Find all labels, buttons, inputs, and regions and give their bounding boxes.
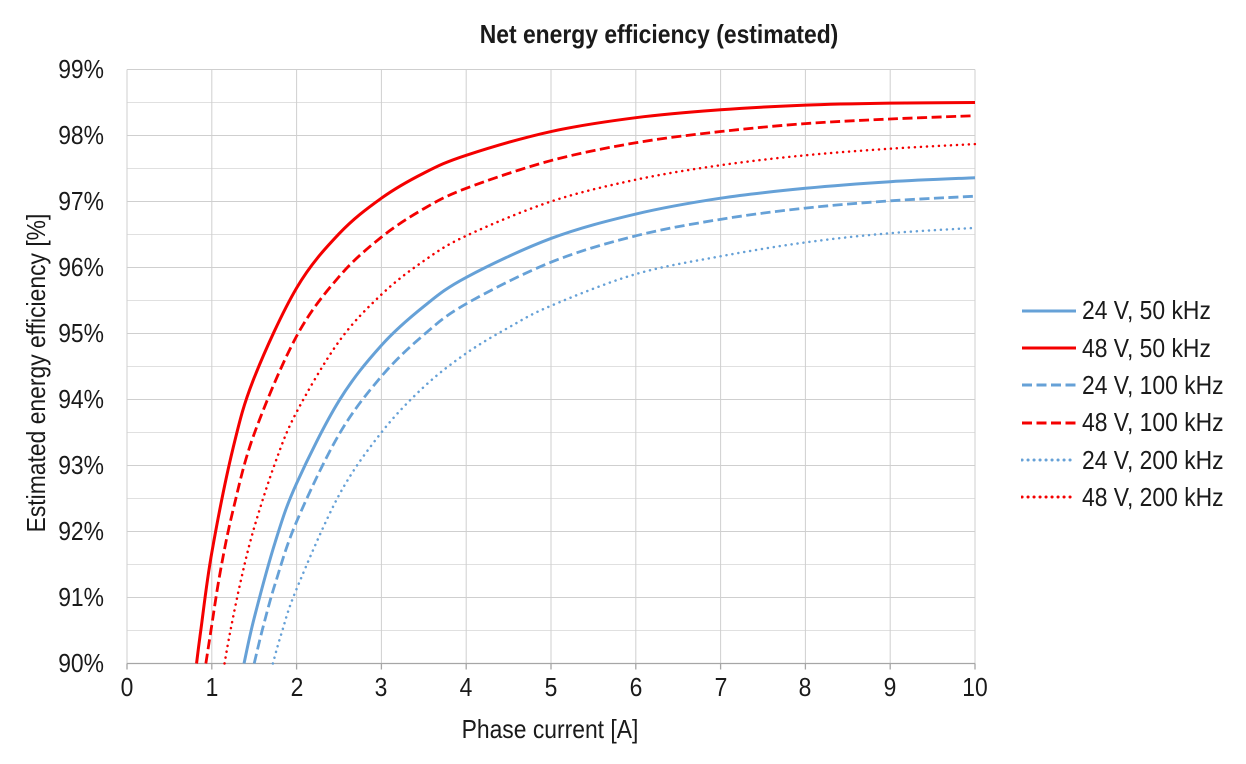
x-tick-label: 7 (714, 672, 727, 702)
legend-line-sample (1022, 346, 1076, 350)
series-line-24v-50khz (242, 176, 976, 664)
legend-line-sample (1022, 309, 1076, 313)
x-axis-title: Phase current [A] (461, 714, 639, 744)
series-line-48v-100khz (204, 114, 976, 664)
legend-item-48v-50khz: 48 V, 50 kHz (1021, 332, 1228, 363)
y-tick-label: 92% (58, 516, 104, 546)
y-tick-label: 98% (58, 120, 104, 150)
legend-item-48v-200khz: 48 V, 200 kHz (1021, 481, 1243, 512)
legend-item-48v-100khz: 48 V, 100 kHz (1021, 407, 1243, 438)
legend-label: 24 V, 100 kHz (1082, 369, 1224, 400)
x-tick-label: 2 (290, 672, 303, 702)
y-tick-label: 93% (58, 450, 104, 480)
y-tick-label: 94% (58, 384, 104, 414)
y-tick-label: 96% (58, 252, 104, 282)
x-tick-label: 3 (375, 672, 388, 702)
legend-label: 48 V, 50 kHz (1082, 332, 1211, 363)
legend-label: 48 V, 200 kHz (1082, 481, 1224, 512)
legend-label: 48 V, 100 kHz (1082, 407, 1224, 438)
legend-line-sample (1022, 383, 1076, 387)
y-tick-label: 97% (58, 186, 104, 216)
legend-label: 24 V, 200 kHz (1082, 444, 1224, 475)
legend-item-24v-50khz: 24 V, 50 kHz (1021, 295, 1228, 326)
y-tick-label: 90% (58, 648, 104, 678)
x-tick-label: 8 (799, 672, 812, 702)
y-tick-label: 95% (58, 318, 104, 348)
legend-line-sample (1022, 421, 1076, 425)
legend-item-24v-100khz: 24 V, 100 kHz (1021, 369, 1243, 400)
x-tick-label: 4 (459, 672, 473, 702)
y-tick-label: 99% (58, 54, 104, 84)
series-line-48v-50khz (195, 101, 976, 664)
series-line-48v-200khz (223, 142, 977, 665)
x-tick-label: 10 (962, 672, 988, 702)
y-tick-label: 91% (58, 582, 104, 612)
chart-title: Net energy efficiency (estimated) (479, 19, 839, 49)
x-tick-label: 9 (883, 672, 897, 702)
x-tick-label: 1 (205, 672, 219, 702)
legend-item-24v-200khz: 24 V, 200 kHz (1021, 444, 1243, 475)
x-tick-label: 5 (544, 672, 558, 702)
x-tick-label: 0 (120, 672, 134, 702)
series-line-24v-100khz (252, 194, 976, 664)
series-line-24v-200khz (271, 226, 977, 665)
legend-label: 24 V, 50 kHz (1082, 295, 1211, 326)
legend-line-sample (1021, 495, 1077, 499)
x-tick-label: 6 (629, 672, 643, 702)
legend-line-sample (1021, 458, 1077, 462)
